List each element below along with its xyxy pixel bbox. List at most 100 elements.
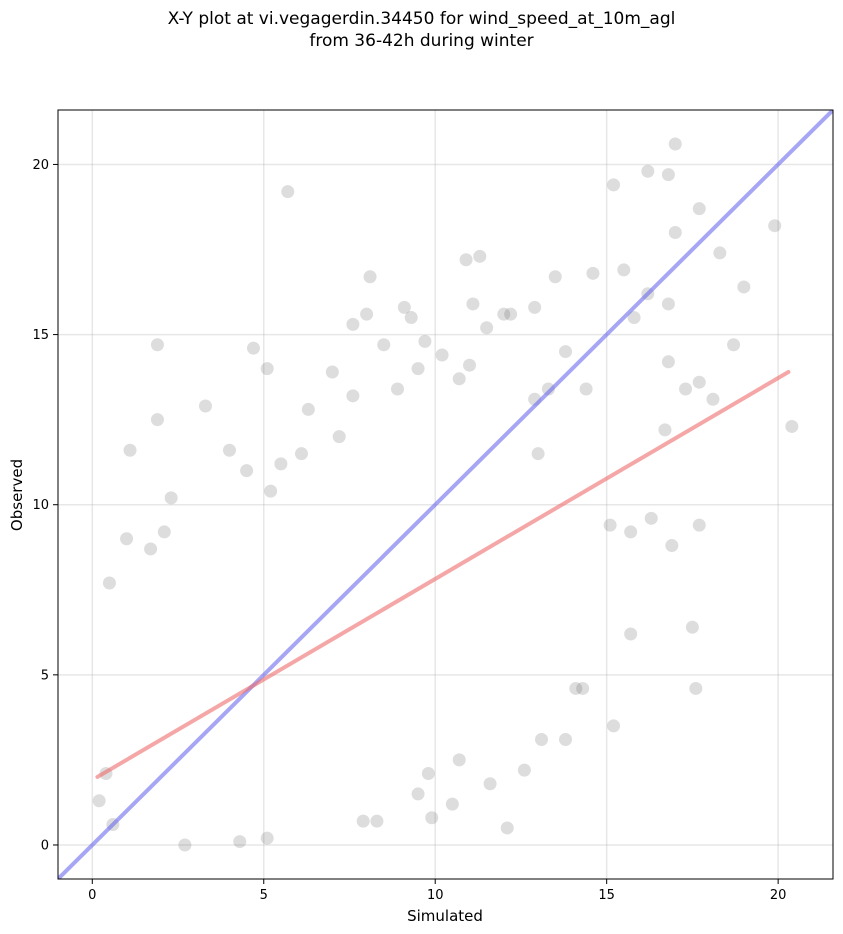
scatter-point-69 [576, 681, 590, 695]
identity-line [58, 110, 833, 879]
scatter-point-39 [692, 375, 706, 389]
scatter-point-11 [346, 317, 360, 331]
scatter-point-73 [418, 334, 432, 348]
scatter-point-10 [301, 402, 315, 416]
chart-title-line-1: X-Y plot at vi.vegagerdin.34450 for wind… [167, 9, 676, 29]
scatter-point-65 [233, 835, 247, 849]
scatter-point-76 [541, 382, 555, 396]
scatter-point-86 [294, 447, 308, 461]
scatter-point-71 [603, 518, 617, 532]
grid-lines [58, 110, 833, 879]
y-tick-label-2: 10 [32, 498, 49, 513]
scatter-point-41 [658, 423, 672, 437]
scatter-point-1 [123, 443, 137, 457]
y-tick-label-0: 0 [41, 838, 49, 853]
scatter-point-88 [497, 307, 511, 321]
x-tick-label-3: 15 [598, 888, 615, 903]
scatter-point-53 [517, 763, 531, 777]
scatter-point-7 [222, 443, 236, 457]
scatter-point-83 [120, 532, 134, 546]
scatter-point-93 [390, 382, 404, 396]
scatter-point-22 [586, 266, 600, 280]
scatter-point-72 [528, 300, 542, 314]
scatter-point-57 [452, 753, 466, 767]
scatter-point-30 [713, 246, 727, 260]
scatter-point-20 [504, 307, 518, 321]
scatter-point-50 [607, 719, 621, 733]
scatter-point-95 [332, 430, 346, 444]
scatter-point-21 [548, 270, 562, 284]
scatter-point-31 [737, 280, 751, 294]
scatter-point-0 [150, 338, 164, 352]
scatter-point-70 [569, 681, 583, 695]
scatter-point-23 [607, 178, 621, 192]
scatter-point-79 [531, 447, 545, 461]
scatter-point-17 [459, 253, 473, 267]
scatter-point-92 [411, 362, 425, 376]
scatter-point-74 [435, 348, 449, 362]
x-tick-label-0: 0 [88, 888, 96, 903]
scatter-point-58 [411, 787, 425, 801]
scatter-point-52 [535, 732, 549, 746]
scatter-point-87 [264, 484, 278, 498]
scatter-point-60 [445, 797, 459, 811]
scatter-point-14 [397, 300, 411, 314]
scatter-point-51 [559, 732, 573, 746]
scatter-point-40 [706, 392, 720, 406]
scatter-point-59 [421, 767, 435, 781]
scatter-point-32 [617, 263, 631, 277]
scatter-point-75 [559, 345, 573, 359]
y-axis-label: Observed [8, 459, 26, 531]
scatter-point-3 [281, 185, 295, 199]
scatter-point-9 [325, 365, 339, 379]
scatter-point-19 [466, 297, 480, 311]
scatter-point-42 [785, 419, 799, 433]
scatter-point-35 [661, 297, 675, 311]
scatter-point-5 [246, 341, 260, 355]
scatter-point-2 [150, 413, 164, 427]
scatter-point-6 [260, 362, 274, 376]
scatter-point-18 [473, 249, 487, 263]
scatter-point-43 [644, 511, 658, 525]
scatter-point-4 [198, 399, 212, 413]
x-tick-label-4: 20 [770, 888, 787, 903]
scatter-point-78 [579, 382, 593, 396]
scatter-point-68 [370, 814, 384, 828]
scatter-point-61 [92, 794, 106, 808]
x-axis-label: Simulated [407, 907, 483, 925]
fit-lines [58, 110, 833, 879]
scatter-point-66 [260, 831, 274, 845]
scatter-point-47 [685, 620, 699, 634]
scatter-point-67 [356, 814, 370, 828]
scatter-point-28 [692, 202, 706, 216]
scatter-point-84 [102, 576, 116, 590]
scatter-point-55 [425, 811, 439, 825]
scatter-point-81 [157, 525, 171, 539]
scatter-point-25 [661, 168, 675, 182]
axis-ticks: 0 5 10 15 20 0 5 10 15 20 [32, 158, 786, 903]
scatter-point-24 [641, 164, 655, 178]
y-tick-label-3: 15 [32, 328, 49, 343]
axes-frame [57, 109, 834, 880]
scatter-point-94 [274, 457, 288, 471]
scatter-point-80 [164, 491, 178, 505]
scatter-point-13 [363, 270, 377, 284]
scatter-point-34 [627, 311, 641, 325]
chart-title-line-2: from 36-42h during winter [309, 31, 534, 51]
scatter-point-15 [404, 311, 418, 325]
scatter-point-48 [689, 681, 703, 695]
scatter-point-27 [668, 225, 682, 239]
scatter-point-8 [377, 338, 391, 352]
scatter-point-45 [624, 525, 638, 539]
scatter-point-91 [452, 372, 466, 386]
scatter-point-46 [692, 518, 706, 532]
scatter-point-44 [665, 539, 679, 553]
scatter-point-49 [624, 627, 638, 641]
scatter-point-82 [144, 542, 158, 556]
scatter-point-85 [240, 464, 254, 478]
x-tick-label-2: 10 [427, 888, 444, 903]
scatter-point-37 [661, 355, 675, 369]
x-tick-label-1: 5 [260, 888, 268, 903]
